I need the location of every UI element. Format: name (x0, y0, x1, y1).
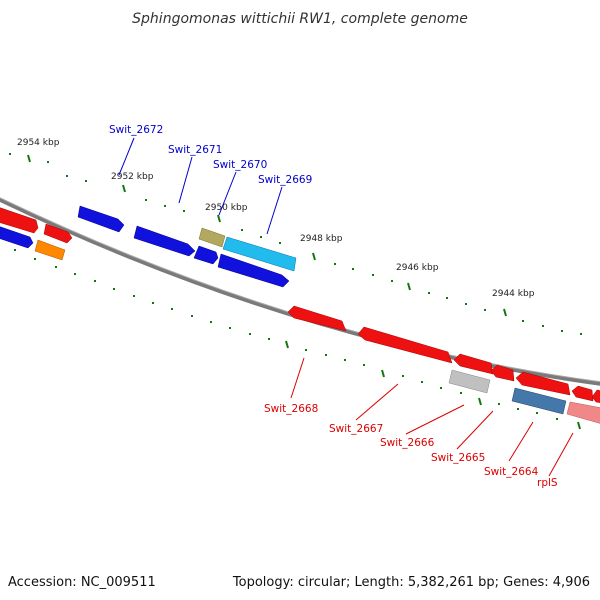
gene-arrow-swit-2664[interactable] (515, 371, 571, 396)
gene-arrow-swit-2671[interactable] (133, 225, 196, 257)
gene-arrow-swit-2669[interactable] (222, 236, 297, 272)
tick-label-2950: 2950 kbp (205, 203, 248, 213)
gene-track-outer (0, 205, 297, 272)
gene-arrow-red[interactable] (0, 207, 39, 234)
gene-track-inner (0, 226, 600, 424)
gene-label-swit-2672[interactable]: Swit_2672 (109, 124, 163, 136)
gene-arrow-red[interactable] (490, 364, 515, 382)
gene-label-swit-2664[interactable]: Swit_2664 (484, 466, 539, 478)
gene-arrow-swit-2665[interactable] (448, 369, 491, 394)
major-ticks-inner (285, 340, 581, 430)
gene-label-rpls[interactable]: rplS (537, 477, 558, 489)
gene-arrow-orange[interactable] (34, 239, 66, 261)
major-ticks-outer (27, 154, 507, 317)
tick-label-2954: 2954 kbp (17, 138, 60, 148)
gene-arrow-blue[interactable] (0, 226, 34, 249)
outer-tick-track (9, 153, 582, 335)
map-title: Sphingomonas wittichii RW1, complete gen… (132, 11, 468, 27)
label-leaders-bottom (290, 357, 574, 477)
gene-labels-bottom: Swit_2668 Swit_2667 Swit_2666 Swit_2665 … (264, 403, 558, 489)
gene-label-swit-2669[interactable]: Swit_2669 (258, 174, 312, 186)
inner-tick-track (14, 249, 558, 420)
gene-arrow-swit-2668[interactable] (287, 305, 347, 332)
gene-arrow-blue[interactable] (217, 253, 290, 288)
gene-label-swit-2666[interactable]: Swit_2666 (380, 437, 435, 449)
gene-arrow-swit-2670[interactable] (198, 227, 226, 248)
gene-arrow-swit-2666[interactable] (453, 353, 494, 375)
gene-arrow-swit-2664-blue[interactable] (511, 387, 567, 415)
gene-label-swit-2665[interactable]: Swit_2665 (431, 452, 485, 464)
gene-label-swit-2668[interactable]: Swit_2668 (264, 403, 318, 415)
gene-label-swit-2671[interactable]: Swit_2671 (168, 144, 222, 156)
genome-summary-text: Topology: circular; Length: 5,382,261 bp… (232, 575, 590, 590)
gene-label-swit-2670[interactable]: Swit_2670 (213, 159, 267, 171)
gene-arrow-red[interactable] (591, 389, 600, 403)
gene-arrow-red[interactable] (571, 385, 594, 402)
label-leaders-top (118, 137, 283, 235)
tick-label-2952: 2952 kbp (111, 172, 154, 182)
accession-text: Accession: NC_009511 (8, 575, 156, 590)
gene-arrow-rpls[interactable] (566, 401, 600, 424)
gene-arrow-blue[interactable] (193, 245, 219, 265)
tick-label-2946: 2946 kbp (396, 263, 439, 273)
gene-labels-top: Swit_2672 Swit_2671 Swit_2670 Swit_2669 (109, 124, 312, 186)
gene-label-swit-2667[interactable]: Swit_2667 (329, 423, 383, 435)
tick-label-2948: 2948 kbp (300, 234, 343, 244)
gene-arrow-swit-2667[interactable] (357, 326, 453, 364)
tick-label-2944: 2944 kbp (492, 289, 535, 299)
gene-arrow-red[interactable] (43, 223, 73, 244)
gene-arrow-swit-2672[interactable] (77, 205, 125, 233)
